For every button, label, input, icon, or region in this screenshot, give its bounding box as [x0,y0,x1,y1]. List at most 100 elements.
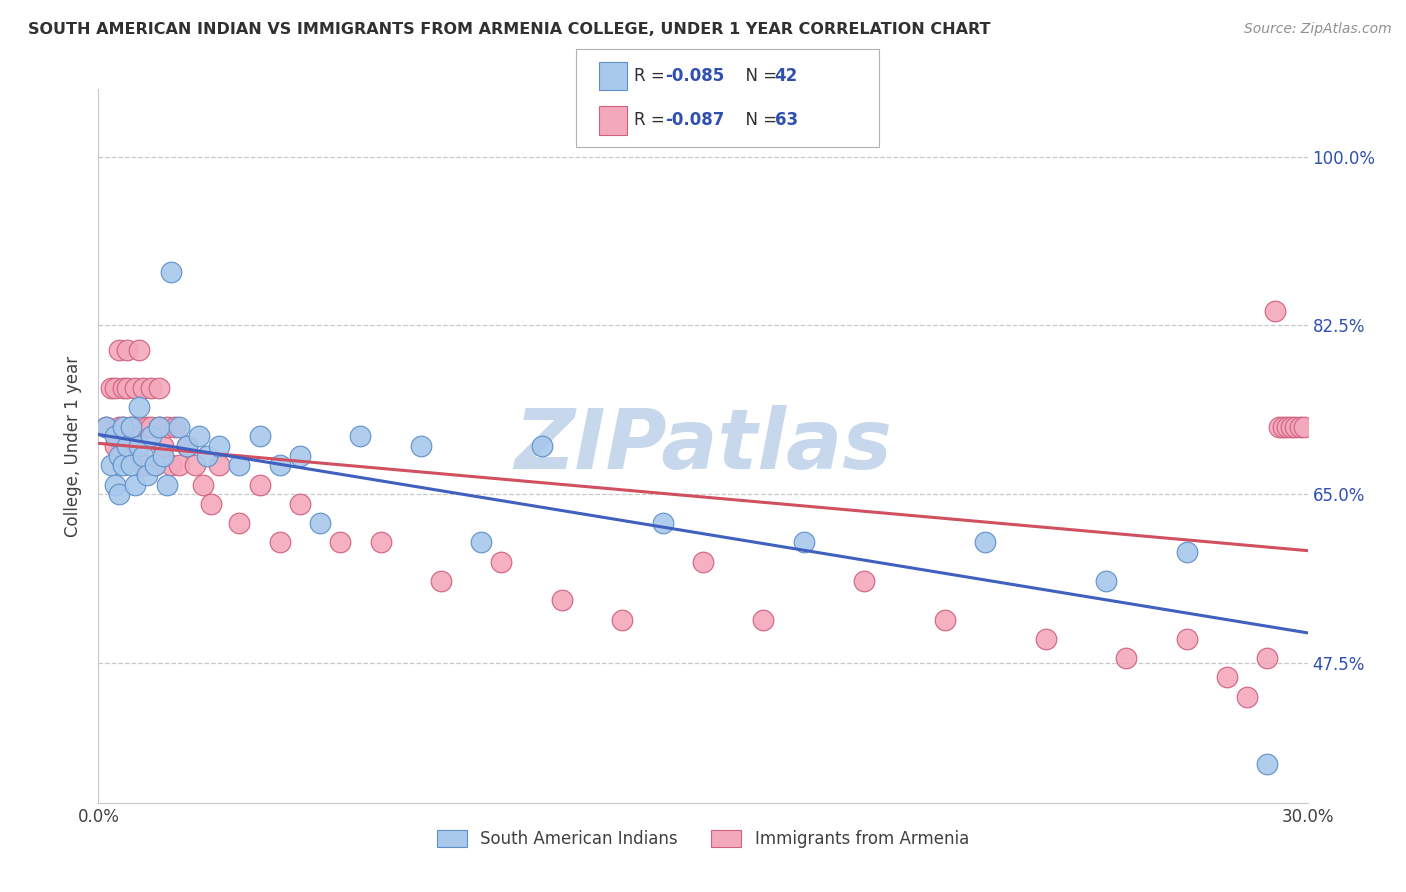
Point [107,487,129,501]
Point [1292,419,1315,434]
Point [1264,304,1286,318]
Point [349,429,371,443]
Point [115,381,138,395]
Point [1256,757,1278,772]
Point [148,419,170,434]
Point [269,458,291,473]
Point [96,419,118,434]
Point [329,535,352,549]
Point [124,419,146,434]
Point [160,458,183,473]
Point [120,458,142,473]
Point [120,419,142,434]
Point [193,477,215,491]
Point [1216,670,1239,684]
Point [1268,419,1291,434]
Point [107,449,129,463]
Point [176,439,198,453]
Point [269,535,291,549]
Point [176,439,198,453]
Point [551,593,574,607]
Text: Source: ZipAtlas.com: Source: ZipAtlas.com [1244,22,1392,37]
Point [184,458,207,473]
Point [156,419,179,434]
Point [163,419,186,434]
Point [148,419,170,434]
Point [103,381,125,395]
Point [228,458,250,473]
Text: 42: 42 [775,67,799,85]
Point [132,381,155,395]
Point [132,458,155,473]
Point [167,458,190,473]
Point [100,381,122,395]
Point [1115,651,1137,665]
Point [228,516,250,530]
Point [1277,419,1299,434]
Point [148,381,170,395]
Point [1256,651,1278,665]
Point [120,419,142,434]
Text: -0.087: -0.087 [665,112,724,129]
Point [1281,419,1303,434]
Point [1175,545,1198,559]
Point [111,458,134,473]
Point [103,477,125,491]
Point [128,401,150,415]
Y-axis label: College, Under 1 year: College, Under 1 year [65,355,83,537]
Point [132,449,155,463]
Point [309,516,332,530]
Point [139,429,162,443]
Point [111,419,134,434]
Text: -0.085: -0.085 [665,67,724,85]
Point [491,555,513,569]
Point [200,497,222,511]
Point [167,419,190,434]
Point [1272,419,1295,434]
Point [974,535,997,549]
Point [1095,574,1118,588]
Point [139,419,162,434]
Point [143,458,166,473]
Point [100,458,122,473]
Legend: South American Indians, Immigrants from Armenia: South American Indians, Immigrants from … [430,823,976,855]
Point [111,381,134,395]
Point [128,343,150,357]
Point [120,439,142,453]
Point [103,439,125,453]
Point [752,613,775,627]
Point [612,613,634,627]
Point [934,613,956,627]
Point [1288,419,1310,434]
Point [124,477,146,491]
Point [249,477,271,491]
Point [107,419,129,434]
Point [793,535,815,549]
Point [288,497,311,511]
Text: SOUTH AMERICAN INDIAN VS IMMIGRANTS FROM ARMENIA COLLEGE, UNDER 1 YEAR CORRELATI: SOUTH AMERICAN INDIAN VS IMMIGRANTS FROM… [28,22,991,37]
Point [139,381,162,395]
Text: 63: 63 [775,112,797,129]
Point [530,439,553,453]
Point [135,419,157,434]
Text: R =: R = [634,112,671,129]
Text: ZIPatlas: ZIPatlas [515,406,891,486]
Point [288,449,311,463]
Point [115,439,138,453]
Point [103,429,125,443]
Point [1236,690,1258,704]
Point [208,458,231,473]
Point [143,458,166,473]
Point [1175,632,1198,646]
Point [135,458,157,473]
Text: N =: N = [735,112,783,129]
Point [1284,419,1306,434]
Point [135,467,157,482]
Point [128,419,150,434]
Point [195,449,218,463]
Point [409,439,432,453]
Point [208,439,231,453]
Point [107,343,129,357]
Point [692,555,714,569]
Point [249,429,271,443]
